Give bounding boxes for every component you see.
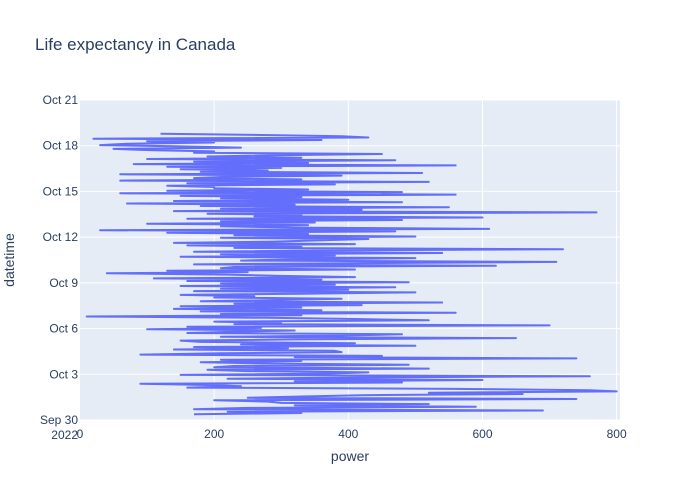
x-axis-ticks: 0 200 400 600 800 xyxy=(77,427,627,441)
y-tick-label: Oct 3 xyxy=(49,367,78,381)
series-lines xyxy=(85,132,618,416)
y-tick-label: Sep 30 xyxy=(40,413,78,427)
y-axis-title: datetime xyxy=(1,233,17,287)
chart-title: Life expectancy in Canada xyxy=(35,35,236,54)
y-tick-label: Oct 12 xyxy=(43,230,79,244)
y-tick-label: Oct 6 xyxy=(49,322,78,336)
x-tick-label: 800 xyxy=(607,427,627,441)
x-axis-title: power xyxy=(331,448,369,464)
x-tick-label: 600 xyxy=(472,427,492,441)
y-tick-label: Oct 9 xyxy=(49,276,78,290)
x-tick-label: 200 xyxy=(204,427,224,441)
y-tick-label: Oct 15 xyxy=(43,184,79,198)
y-tick-sublabel: 2022 xyxy=(51,428,78,442)
x-tick-label: 0 xyxy=(77,427,84,441)
y-tick-label: Oct 18 xyxy=(43,139,79,153)
series-line xyxy=(85,132,618,416)
x-tick-label: 400 xyxy=(338,427,358,441)
y-tick-label: Oct 21 xyxy=(43,93,79,107)
